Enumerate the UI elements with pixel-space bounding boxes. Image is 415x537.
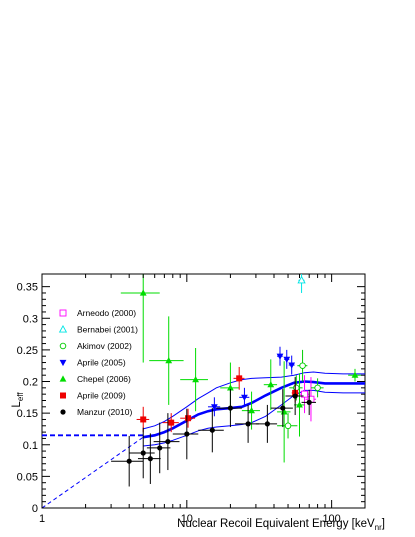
fit-lower-band [143, 389, 365, 447]
data-point [165, 438, 171, 445]
y-tick-label: 0 [32, 503, 38, 515]
data-point [168, 419, 175, 426]
data-point [192, 376, 200, 383]
data-point [126, 458, 132, 464]
plot-frame [41, 273, 366, 509]
series-manzur-2010 [111, 377, 317, 487]
data-point [140, 450, 146, 456]
x-tick-label: 1 [39, 513, 45, 525]
y-tick-label: 0.1 [23, 440, 38, 452]
data-point [236, 375, 243, 382]
x-axis-title: Nuclear Recoil Equivalent Energy [keVnr] [177, 518, 385, 532]
data-points [111, 274, 362, 487]
legend-marker [59, 309, 67, 317]
data-point [314, 384, 321, 392]
data-point [165, 357, 173, 364]
series-chepel-2006 [120, 274, 362, 463]
data-point [299, 362, 306, 369]
fit-central-curve [142, 380, 365, 439]
data-point [267, 381, 275, 388]
fit-curves [41, 371, 365, 509]
x-tick-label: 100 [322, 513, 340, 525]
data-point [293, 384, 300, 392]
data-point [306, 399, 312, 405]
y-tick-label: 0.2 [23, 377, 38, 389]
legend-marker [60, 409, 66, 415]
series-bernabei-2001 [297, 274, 306, 293]
x-tick-label: 10 [181, 513, 193, 525]
data-point [210, 404, 218, 411]
data-point [283, 356, 291, 363]
data-point [264, 421, 270, 427]
data-point [276, 353, 284, 360]
data-point [241, 394, 248, 401]
x-axis-ticks: 1 10 100 [39, 274, 341, 525]
y-tick-label: 0.15 [17, 408, 38, 420]
y-axis-title: Leff [11, 392, 25, 408]
y-axis-ticks: 0 0.05 0.1 0.15 0.2 0.25 0.3 0.35 [17, 282, 365, 515]
y-tick-label: 0.05 [17, 471, 38, 483]
legend-label: Aprile (2009) [77, 391, 126, 401]
legend-label: Akimov (2002) [77, 341, 132, 351]
legend-marker [58, 324, 68, 333]
data-point [284, 422, 292, 430]
data-point [292, 393, 298, 399]
y-tick-label: 0.35 [17, 282, 38, 294]
data-point [185, 415, 192, 422]
data-point [280, 405, 286, 411]
legend-marker [59, 375, 67, 382]
data-point [147, 456, 153, 462]
plot-border [41, 273, 366, 509]
data-point [227, 405, 234, 411]
y-tick-label: 0.25 [17, 345, 38, 357]
legend: Arneodo (2000) Bernabei (2001) Akimov (200… [58, 308, 138, 417]
data-point [157, 445, 163, 451]
data-point [288, 362, 296, 369]
data-point [184, 431, 190, 437]
legend-marker [59, 342, 67, 350]
data-point [140, 416, 147, 423]
series-aprile-2005 [207, 346, 296, 417]
data-point [301, 390, 308, 398]
legend-marker [60, 392, 66, 399]
legend-label: Manzur (2010) [77, 407, 132, 417]
data-point [351, 371, 359, 378]
data-point [296, 401, 303, 408]
data-point [209, 427, 215, 433]
legend-label: Aprile (2005) [77, 358, 126, 368]
legend-label: Bernabei (2001) [77, 325, 138, 335]
legend-marker [59, 359, 67, 367]
legend-label: Arneodo (2000) [77, 308, 136, 318]
legend-label: Chepel (2006) [77, 374, 131, 384]
data-point [245, 421, 251, 427]
data-point [139, 289, 147, 296]
data-point [297, 275, 306, 284]
data-point [227, 384, 234, 391]
y-tick-label: 0.3 [23, 313, 38, 325]
data-point [248, 407, 255, 414]
